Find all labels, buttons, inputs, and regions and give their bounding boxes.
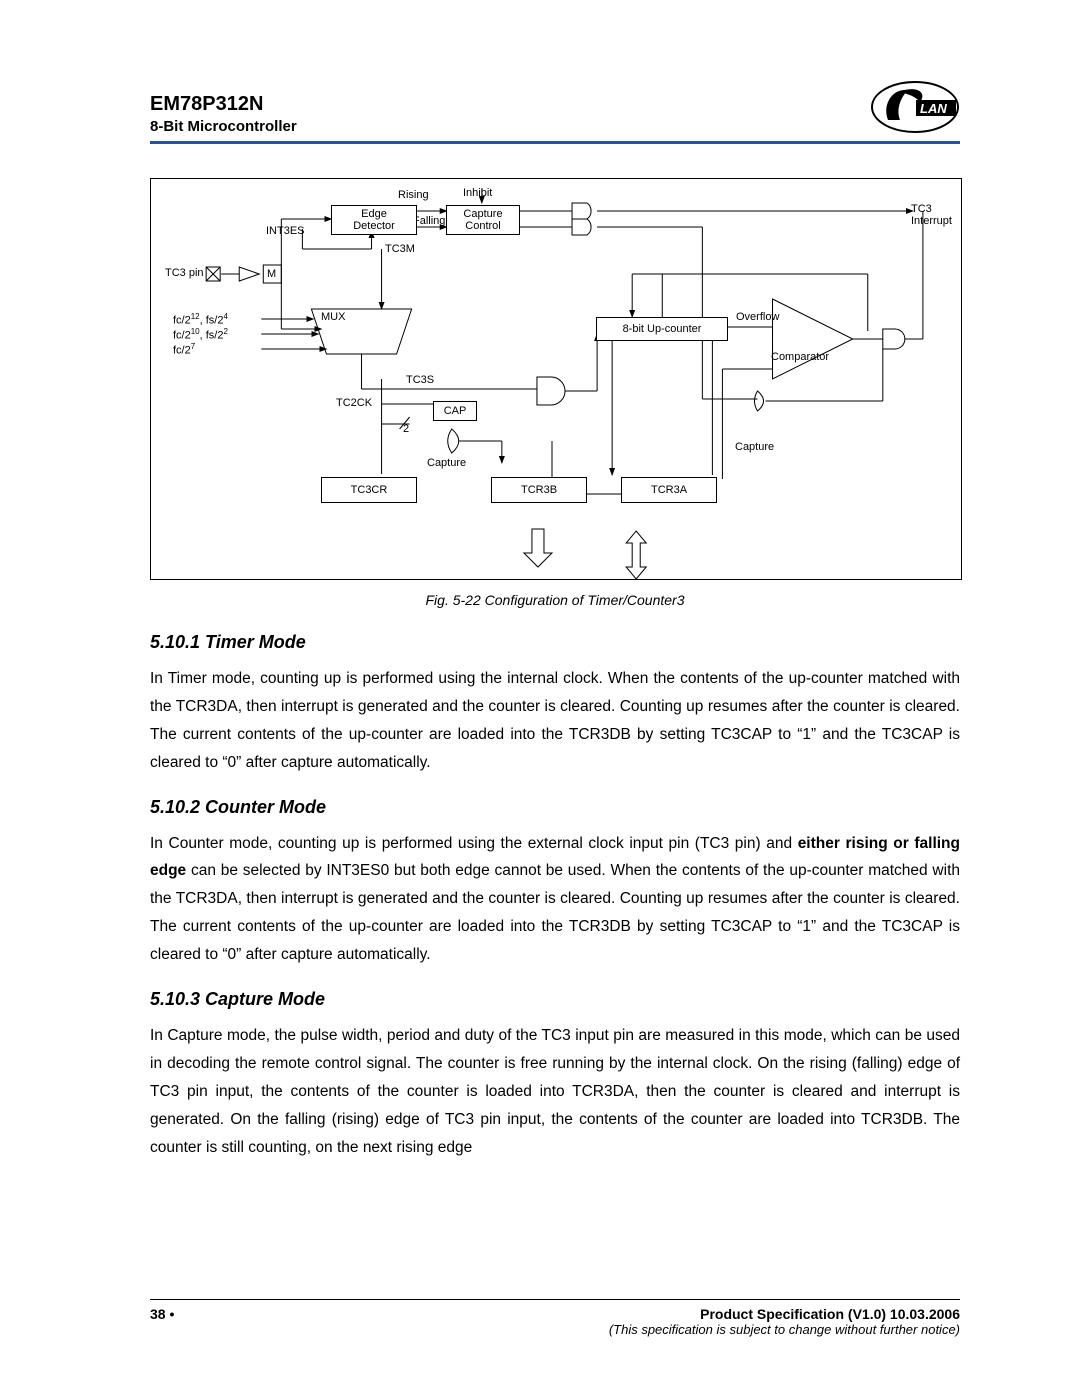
footer-notice: (This specification is subject to change… [609, 1322, 960, 1337]
heading-capture-mode: 5.10.3 Capture Mode [150, 989, 960, 1010]
edge-detector-box: Edge Detector [331, 205, 417, 235]
heading-timer-mode: 5.10.1 Timer Mode [150, 632, 960, 653]
elan-logo: LAN [870, 80, 960, 135]
text-counter-mode: In Counter mode, counting up is performe… [150, 830, 960, 969]
label-detector: Detector [353, 220, 395, 232]
tcr3a-box: TCR3A [621, 477, 717, 503]
section-5-10-1: 5.10.1 Timer Mode In Timer mode, countin… [150, 632, 960, 777]
capture-control-box: Capture Control [446, 205, 520, 235]
label-capture-ctrl1: Capture [463, 208, 502, 220]
label-overflow: Overflow [736, 311, 779, 323]
figure-caption: Fig. 5-22 Configuration of Timer/Counter… [150, 592, 960, 608]
svg-text:LAN: LAN [920, 101, 947, 116]
section-5-10-2: 5.10.2 Counter Mode In Counter mode, cou… [150, 797, 960, 969]
page-header: EM78P312N 8-Bit Microcontroller LAN [150, 80, 960, 135]
upcounter-box: 8-bit Up-counter [596, 317, 728, 341]
label-fc27: fc/27 [173, 343, 195, 357]
tcr3b-box: TCR3B [491, 477, 587, 503]
label-two: 2 [403, 423, 409, 435]
label-tc3s: TC3S [406, 374, 434, 386]
text-timer-mode: In Timer mode, counting up is performed … [150, 665, 960, 777]
block-diagram: Rising Inhibit Falling Edge Detector Cap… [150, 178, 962, 580]
heading-counter-mode: 5.10.2 Counter Mode [150, 797, 960, 818]
label-fc212: fc/212, fs/24 [173, 313, 228, 327]
label-capture2: Capture [735, 441, 774, 453]
header-rule [150, 141, 960, 144]
label-capture-ctrl2: Control [465, 220, 500, 232]
label-capture1: Capture [427, 457, 466, 469]
footer-rule [150, 1299, 960, 1300]
footer-spec: Product Specification (V1.0) 10.03.2006 [609, 1306, 960, 1322]
label-tc3m: TC3M [385, 243, 415, 255]
part-number: EM78P312N [150, 93, 297, 116]
label-tc3pin: TC3 pin [165, 267, 204, 279]
label-inhibit: Inhibit [463, 187, 492, 199]
label-m: M [267, 268, 276, 280]
label-fc210: fc/210, fs/22 [173, 328, 228, 342]
label-int3es: INT3ES [266, 225, 305, 237]
label-edge: Edge [361, 208, 387, 220]
label-falling: Falling [413, 215, 445, 227]
label-rising: Rising [398, 189, 429, 201]
label-mux: MUX [321, 311, 345, 323]
footer-page-number: 38 • [150, 1306, 174, 1337]
label-tc2ck: TC2CK [336, 397, 372, 409]
subtitle: 8-Bit Microcontroller [150, 118, 297, 135]
section-5-10-3: 5.10.3 Capture Mode In Capture mode, the… [150, 989, 960, 1161]
label-tc3-int: TC3Interrupt [911, 203, 952, 227]
label-comparator: Comparator [771, 351, 829, 363]
page-footer: 38 • Product Specification (V1.0) 10.03.… [150, 1299, 960, 1337]
text-capture-mode: In Capture mode, the pulse width, period… [150, 1022, 960, 1161]
tc3cr-box: TC3CR [321, 477, 417, 503]
cap-box: CAP [433, 401, 477, 421]
